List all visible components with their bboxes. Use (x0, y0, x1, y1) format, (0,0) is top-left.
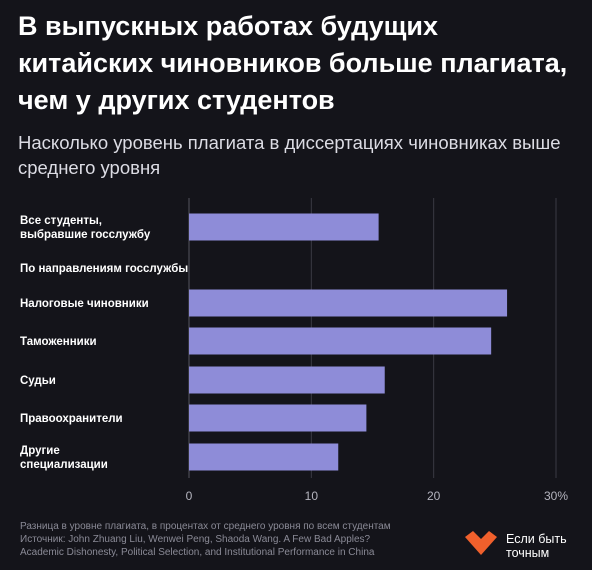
category-label: Налоговые чиновники (20, 298, 149, 310)
category-label: Все студенты, (20, 215, 102, 227)
logo-line1: Если быть (506, 532, 567, 546)
category-label: выбравшие госслужбу (20, 229, 151, 241)
logo-line2: точным (506, 546, 550, 560)
logo-icon (465, 531, 497, 555)
x-tick-label: 0 (186, 489, 193, 503)
x-tick-label: 20 (427, 489, 441, 503)
footer: Разница в уровне плагиата, в процентах о… (20, 520, 450, 559)
chart-title: В выпускных работах будущих китайских чи… (18, 11, 568, 115)
bar (189, 213, 379, 241)
x-tick-label: 30% (544, 489, 568, 503)
logo: Если быть точным (506, 532, 567, 560)
x-tick-label: 10 (305, 489, 319, 503)
footer-source-line2: Academic Dishonesty, Political Selection… (20, 547, 375, 558)
bar (189, 289, 508, 317)
category-label: Таможенники (20, 336, 97, 348)
bar (189, 327, 492, 355)
category-label: Правоохранители (20, 413, 123, 425)
group-header-label: По направлениям госслужбы (20, 263, 188, 275)
bar (189, 366, 385, 394)
footer-source-line1: Источник: John Zhuang Liu, Wenwei Peng, … (20, 534, 371, 545)
bar (189, 443, 339, 471)
chart-subtitle: Насколько уровень плагиата в диссертация… (18, 132, 561, 178)
x-tick-labels: 0 10 20 30% (186, 489, 569, 503)
footer-note: Разница в уровне плагиата, в процентах о… (20, 521, 391, 532)
bars (189, 213, 508, 471)
category-label: Судьи (20, 375, 56, 387)
category-label: специализации (20, 459, 108, 471)
category-labels: Все студенты, выбравшие госслужбу По напра… (20, 215, 188, 471)
category-label: Другие (20, 445, 60, 457)
bar (189, 404, 367, 432)
